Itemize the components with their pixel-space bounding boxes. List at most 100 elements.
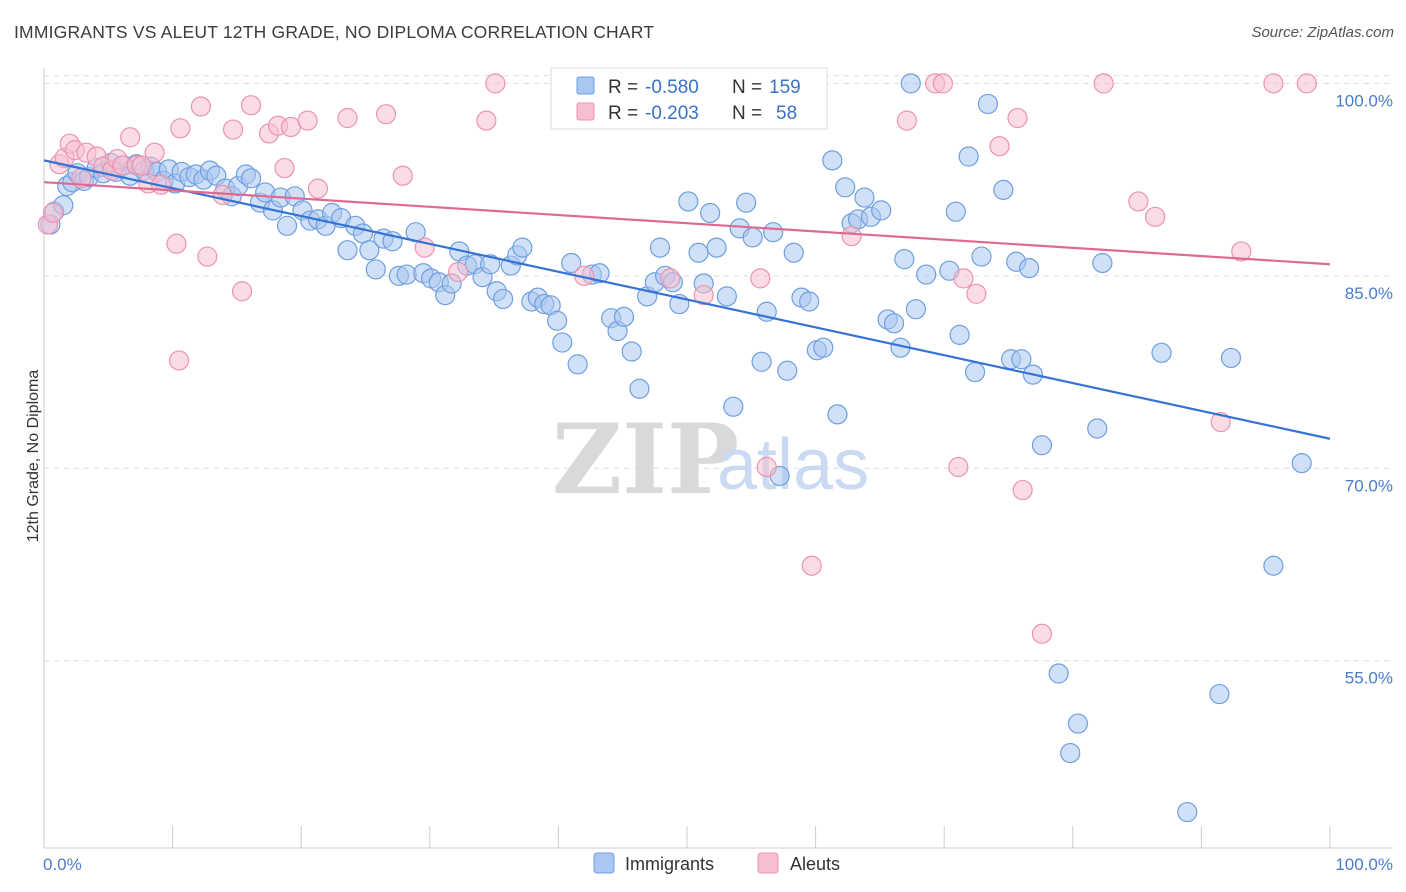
immigrants-point-99 bbox=[742, 227, 763, 248]
legend-swatch-aleuts bbox=[576, 102, 595, 121]
immigrants-point-110 bbox=[822, 150, 843, 171]
immigrants-point-122 bbox=[900, 73, 921, 94]
immigrants-point-119 bbox=[883, 313, 905, 334]
grid-layer bbox=[44, 75, 1393, 662]
immigrants-point-76 bbox=[567, 354, 588, 375]
aleuts-point-23 bbox=[197, 246, 218, 267]
aleuts-point-57 bbox=[1007, 107, 1028, 129]
immigrants-point-117 bbox=[871, 200, 892, 221]
immigrants-point-109 bbox=[813, 337, 834, 358]
chart-title: IMMIGRANTS VS ALEUT 12TH GRADE, NO DIPLO… bbox=[14, 22, 655, 42]
immigrants-point-124 bbox=[916, 264, 937, 285]
legend-r-label-aleuts: R = bbox=[608, 103, 638, 124]
aleuts-point-13 bbox=[120, 127, 141, 148]
immigrants-point-128 bbox=[958, 146, 979, 167]
legend-n-label-immigrants: N = bbox=[732, 77, 762, 98]
aleuts-point-44 bbox=[693, 284, 714, 306]
aleuts-point-66 bbox=[1296, 73, 1317, 94]
immigrants-point-141 bbox=[1067, 713, 1089, 734]
aleuts-point-35 bbox=[375, 104, 397, 125]
immigrants-point-139 bbox=[1048, 663, 1069, 684]
immigrants-point-98 bbox=[736, 192, 757, 213]
aleuts-point-17 bbox=[144, 142, 165, 163]
aleuts-point-54 bbox=[953, 268, 974, 289]
legend-swatch-immigrants bbox=[576, 76, 595, 95]
trend-layer bbox=[43, 159, 1331, 440]
immigrants-point-127 bbox=[949, 324, 970, 345]
aleuts-point-56 bbox=[989, 136, 1010, 157]
aleuts-point-32 bbox=[297, 110, 318, 131]
x-tick-labels: 0.0% 100.0% bbox=[43, 855, 1393, 874]
watermark-zip: ZIP bbox=[552, 403, 739, 516]
aleuts-point-22 bbox=[190, 96, 211, 117]
immigrants-point-36 bbox=[276, 215, 298, 236]
y-tick-label-3: 100.0% bbox=[1335, 91, 1393, 110]
immigrants-point-65 bbox=[493, 288, 514, 310]
y-axis-label: 12th Grade, No Diploma bbox=[25, 370, 42, 543]
immigrants-point-86 bbox=[649, 237, 671, 258]
immigrants-point-96 bbox=[723, 396, 744, 417]
legend-r-value-aleuts: -0.203 bbox=[645, 103, 699, 124]
y-tick-label-2: 85.0% bbox=[1345, 284, 1393, 303]
aleuts-point-39 bbox=[476, 110, 497, 131]
immigrants-point-135 bbox=[1011, 349, 1032, 370]
immigrants-point-102 bbox=[763, 222, 784, 243]
immigrants-point-94 bbox=[706, 237, 727, 258]
aleuts-point-38 bbox=[447, 261, 469, 283]
x-tick-label-max: 100.0% bbox=[1335, 855, 1393, 874]
immigrants-point-130 bbox=[971, 246, 992, 267]
aleuts-point-15 bbox=[131, 155, 152, 176]
aleuts-point-55 bbox=[966, 283, 987, 304]
immigrants-point-121 bbox=[894, 249, 915, 270]
immigrants-point-82 bbox=[621, 341, 642, 362]
aleuts-point-52 bbox=[932, 73, 954, 94]
legend: R = -0.580 N = 159 R = -0.203 N = 58 bbox=[550, 67, 828, 130]
immigrants-point-90 bbox=[678, 191, 699, 212]
immigrants-point-95 bbox=[716, 286, 737, 307]
aleuts-point-25 bbox=[222, 119, 244, 140]
immigrants-point-148 bbox=[1263, 555, 1284, 576]
immigrants-point-131 bbox=[977, 93, 999, 115]
bottom-legend-label-immigrants: Immigrants bbox=[625, 854, 714, 874]
immigrants-point-112 bbox=[835, 177, 856, 198]
watermark-atlas: atlas bbox=[717, 425, 869, 505]
aleuts-point-20 bbox=[166, 233, 187, 254]
immigrants-point-47 bbox=[359, 240, 380, 261]
aleuts-trend-line bbox=[43, 181, 1331, 266]
aleuts-point-58 bbox=[1012, 479, 1033, 501]
aleuts-point-48 bbox=[801, 555, 822, 576]
aleuts-point-1 bbox=[42, 202, 64, 224]
immigrants-point-144 bbox=[1151, 342, 1172, 363]
axes-layer bbox=[43, 68, 1393, 849]
legend-n-label-aleuts: N = bbox=[732, 103, 762, 124]
aleuts-point-40 bbox=[485, 73, 506, 94]
immigrants-point-115 bbox=[854, 187, 875, 208]
immigrants-point-123 bbox=[905, 299, 927, 320]
immigrants-point-136 bbox=[1018, 258, 1040, 279]
aleuts-point-47 bbox=[756, 456, 777, 478]
immigrants-trend-line bbox=[43, 159, 1331, 440]
immigrants-point-104 bbox=[777, 360, 798, 381]
immigrants-point-142 bbox=[1087, 418, 1108, 439]
immigrants-point-63 bbox=[480, 254, 501, 275]
aleuts-point-60 bbox=[1093, 73, 1114, 94]
immigrants-point-91 bbox=[688, 242, 709, 263]
immigrants-point-73 bbox=[547, 310, 568, 331]
immigrants-point-145 bbox=[1177, 801, 1198, 823]
aleuts-point-64 bbox=[1231, 241, 1252, 262]
immigrants-point-147 bbox=[1220, 347, 1242, 369]
aleuts-point-62 bbox=[1145, 206, 1166, 227]
immigrants-point-100 bbox=[751, 351, 772, 372]
legend-n-value-immigrants: 159 bbox=[769, 77, 801, 98]
aleuts-point-49 bbox=[841, 225, 862, 247]
aleuts-point-36 bbox=[392, 165, 413, 186]
aleuts-point-59 bbox=[1031, 623, 1053, 644]
aleuts-point-34 bbox=[337, 107, 358, 129]
aleuts-point-21 bbox=[168, 350, 190, 371]
aleuts-point-65 bbox=[1263, 73, 1284, 94]
legend-r-label-immigrants: R = bbox=[608, 77, 638, 98]
immigrants-point-105 bbox=[783, 242, 804, 263]
immigrants-point-44 bbox=[337, 240, 358, 261]
aleuts-point-19 bbox=[170, 118, 191, 139]
